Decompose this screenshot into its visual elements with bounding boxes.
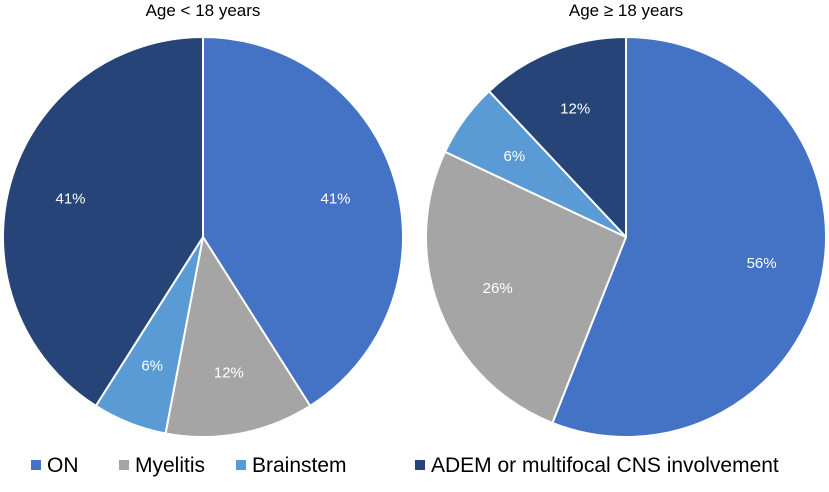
legend-swatch-adem bbox=[415, 460, 425, 470]
data-label-myelitis-18-plus: 26% bbox=[483, 280, 513, 297]
data-label-adem-under-18: 41% bbox=[55, 191, 85, 208]
legend-swatch-on bbox=[31, 460, 41, 470]
pie-slices-under-18 bbox=[1, 36, 405, 438]
pie-slice-on-under-18 bbox=[202, 36, 405, 407]
chart-title-18-plus: Age ≥ 18 years bbox=[569, 1, 683, 20]
pie-slice-adem-under-18 bbox=[1, 36, 204, 407]
data-label-myelitis-under-18: 12% bbox=[214, 365, 244, 382]
pie-slice-myelitis-18-plus bbox=[425, 150, 627, 424]
legend-label-on: ON bbox=[47, 454, 79, 477]
legend-label-myelitis: Myelitis bbox=[135, 454, 205, 477]
legend-label-adem: ADEM or multifocal CNS involvement bbox=[431, 454, 779, 477]
data-label-brainstem-under-18: 6% bbox=[141, 357, 163, 374]
legend-label-brainstem: Brainstem bbox=[252, 454, 347, 477]
pie-slices-18-plus bbox=[425, 36, 827, 438]
pie-slice-myelitis-under-18 bbox=[164, 236, 312, 438]
data-label-on-under-18: 41% bbox=[320, 191, 350, 208]
legend-swatch-myelitis bbox=[119, 460, 129, 470]
legend: ON Myelitis Brainstem ADEM or multifocal CN… bbox=[31, 454, 779, 477]
pie-chart-18-plus: Age ≥ 18 years 56% 26% 6% 12% bbox=[425, 1, 827, 438]
data-label-brainstem-18-plus: 6% bbox=[504, 148, 526, 165]
chart-title-under-18: Age < 18 years bbox=[146, 1, 261, 20]
pie-labels-18-plus: 56% 26% 6% 12% bbox=[483, 101, 777, 297]
pie-labels-under-18: 41% 12% 6% 41% bbox=[55, 191, 350, 382]
data-label-on-18-plus: 56% bbox=[747, 255, 777, 272]
pie-slice-on-18-plus bbox=[551, 36, 827, 438]
data-label-adem-18-plus: 12% bbox=[560, 101, 590, 118]
pie-chart-under-18: Age < 18 years 41% 12% 6% 41% bbox=[1, 1, 405, 438]
pie-slice-adem-18-plus bbox=[488, 36, 627, 238]
legend-swatch-brainstem bbox=[236, 460, 246, 470]
